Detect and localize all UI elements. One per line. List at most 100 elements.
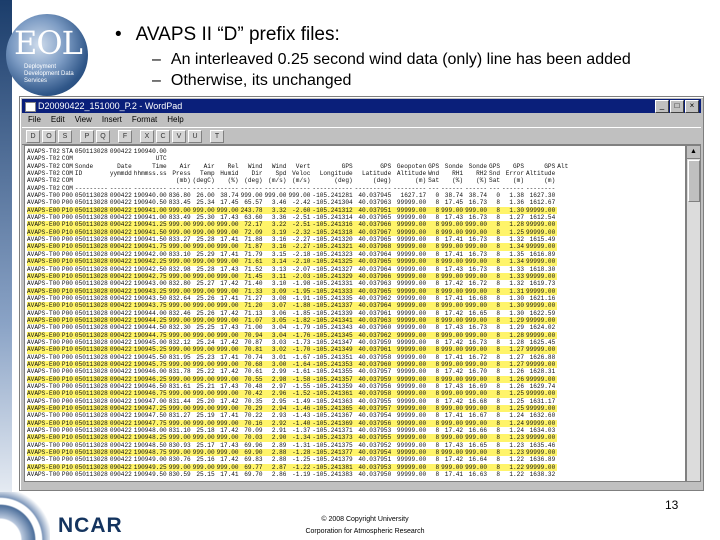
- table-cell: [574, 177, 576, 184]
- table-cell: 830.93: [168, 441, 191, 449]
- table-cell: 190949.00: [133, 456, 167, 464]
- table-cell: [502, 148, 526, 155]
- eol-logo-subtext: Deployment Development Data Services: [24, 64, 74, 84]
- table-cell: 17.42: [444, 280, 464, 288]
- table-cell: 17.41: [444, 250, 464, 258]
- table-cell: Wnd: [428, 170, 440, 178]
- table-cell: 1627.30: [529, 192, 556, 200]
- table-cell: 17.41: [444, 236, 464, 244]
- table-cell: 190941.75: [133, 243, 169, 251]
- menu-edit[interactable]: Edit: [50, 115, 65, 124]
- table-cell: 1.24: [509, 427, 524, 435]
- table-cell: 8: [435, 368, 440, 376]
- document-area[interactable]: AVAPS-T02 STA 050113028 090422 190940.00 AVAP…: [24, 145, 686, 482]
- table-cell: [288, 148, 312, 155]
- window-titlebar[interactable]: D20090422_151000_P.2 - WordPad _ □ ×: [22, 99, 701, 113]
- table-cell: P10: [61, 221, 75, 229]
- table-cell: 17.42: [444, 427, 464, 435]
- table-cell: Altitude: [525, 170, 556, 178]
- table-cell: 090422: [109, 309, 132, 317]
- table-cell: 3.02: [264, 346, 289, 354]
- table-cell: 999.00: [465, 206, 490, 215]
- table-cell: 8: [489, 360, 503, 369]
- table-cell: 2.95: [271, 397, 287, 405]
- new-icon[interactable]: D: [26, 129, 40, 143]
- table-cell: 99999.00: [525, 390, 558, 398]
- menu-help[interactable]: Help: [167, 115, 184, 124]
- menu-file[interactable]: File: [28, 115, 41, 124]
- find-icon[interactable]: F: [118, 129, 132, 143]
- vertical-scrollbar[interactable]: ▲: [686, 145, 701, 482]
- table-cell: 70.81: [240, 346, 265, 354]
- table-cell: 190944.75: [133, 331, 169, 339]
- print-preview-icon[interactable]: Q: [96, 129, 110, 143]
- table-cell: 17.42: [220, 427, 239, 435]
- table-cell: 999.00: [168, 228, 193, 237]
- table-cell: 8: [435, 236, 440, 244]
- table-cell: GPS: [341, 162, 353, 170]
- table-cell: 2.91: [271, 427, 287, 435]
- table-cell: (deg): [244, 177, 263, 185]
- bullet-text: AVAPS II “D” prefix files:: [135, 24, 340, 45]
- table-cell: AVAPS-T00: [27, 265, 60, 273]
- table-cell: Geopoten: [396, 162, 427, 170]
- paste-icon[interactable]: V: [172, 129, 186, 143]
- table-cell: 25.23: [196, 353, 215, 361]
- wind-data-row: AVAPS-E00 P10 050113028 090422 190941.75 999.…: [27, 243, 576, 251]
- table-cell: 40.037958: [354, 390, 394, 398]
- wind-data-row: AVAPS-E00 P10 050113028 090422 190949.25 999.…: [27, 463, 576, 472]
- table-cell: 090422: [109, 397, 132, 405]
- table-cell: 050113028: [74, 390, 110, 398]
- open-icon[interactable]: O: [42, 129, 56, 143]
- table-cell: 3.09: [264, 287, 289, 295]
- table-cell: 1.23: [502, 449, 526, 457]
- table-cell: 17.42: [220, 280, 239, 288]
- menu-format[interactable]: Format: [131, 115, 158, 124]
- table-cell: 8: [489, 419, 503, 428]
- table-cell: -2.18: [292, 250, 311, 258]
- undo-icon[interactable]: U: [188, 129, 202, 143]
- table-header-row: AVAPS-T02 COM --------- ------ --------- ----…: [27, 185, 576, 192]
- minimize-button[interactable]: _: [655, 100, 669, 113]
- table-cell: 8: [428, 419, 442, 428]
- table-cell: 999.00: [216, 228, 241, 237]
- table-cell: 999.00: [192, 405, 217, 413]
- menu-insert[interactable]: Insert: [101, 115, 122, 124]
- table-cell: 17.41: [220, 353, 239, 361]
- print-icon[interactable]: P: [80, 129, 94, 143]
- close-button[interactable]: ×: [685, 100, 699, 113]
- table-cell: 71.20: [240, 302, 265, 310]
- menu-view[interactable]: View: [74, 115, 92, 124]
- table-row: AVAPS-T00 P00 050113028 090422 190941.00 833.…: [27, 214, 576, 221]
- table-cell: AVAPS-T00: [27, 456, 60, 464]
- table-cell: 17.43: [220, 265, 239, 273]
- table-cell: 090422: [109, 236, 132, 244]
- table-cell: 190948.00: [133, 427, 167, 435]
- table-cell: [134, 177, 169, 184]
- table-cell: 8: [435, 353, 440, 361]
- table-cell: 090422: [109, 419, 134, 428]
- table-cell: 40.037954: [358, 412, 392, 420]
- cut-icon[interactable]: X: [140, 129, 154, 143]
- table-cell: 1.35: [509, 250, 524, 258]
- table-cell: 40.037962: [358, 294, 392, 302]
- copy-icon[interactable]: C: [156, 129, 170, 143]
- table-cell: 050113028: [74, 199, 108, 207]
- table-cell: ------: [502, 184, 524, 192]
- window-controls: _ □ ×: [655, 100, 699, 113]
- date-time-icon[interactable]: T: [210, 129, 224, 143]
- table-cell: ---------: [393, 184, 427, 192]
- wind-data-row: AVAPS-E00 P10 050113028 090422 190946.75 999.…: [27, 390, 576, 398]
- scroll-thumb[interactable]: [688, 160, 700, 202]
- table-cell: 8: [428, 258, 442, 266]
- table-cell: 190948.75: [133, 449, 169, 457]
- table-cell: 090422: [109, 331, 134, 339]
- table-cell: 1.29: [509, 324, 524, 332]
- maximize-button[interactable]: □: [670, 100, 684, 113]
- save-icon[interactable]: S: [58, 129, 72, 143]
- table-cell: [441, 155, 465, 162]
- table-cell: -105.241316: [312, 221, 355, 229]
- table-cell: -1.40: [288, 419, 313, 428]
- scroll-up-icon[interactable]: ▲: [687, 146, 700, 159]
- table-row: AVAPS-T00 P00 050113028 090422 190945.50 831.…: [27, 354, 576, 361]
